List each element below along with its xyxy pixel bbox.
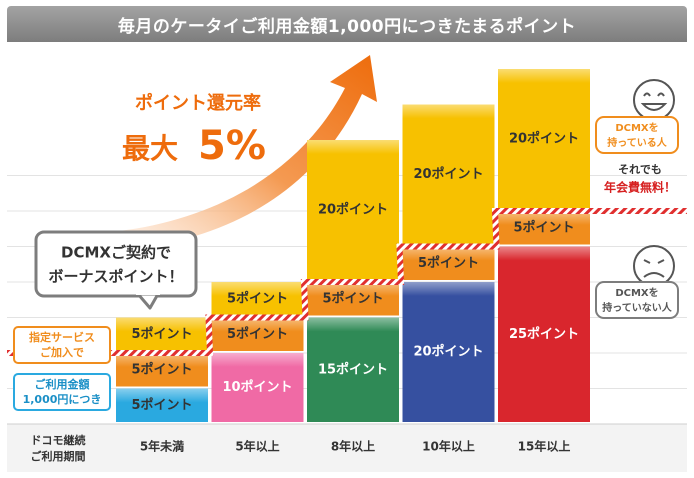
label-box-with-dcmx: [595, 116, 679, 154]
bar-highlight: [211, 353, 304, 367]
label-usage-line1: ご利用金額: [35, 377, 90, 391]
bar-value-label: 5ポイント: [131, 326, 192, 342]
happy-mouth: [640, 103, 668, 111]
bar-value-label: 5ポイント: [322, 290, 383, 306]
row-label-line2: ご利用期間: [31, 449, 86, 463]
label-box-service: [13, 326, 111, 364]
bar-segment: [402, 104, 495, 245]
bar-segment: [498, 246, 590, 422]
callout-tail-cover: [136, 290, 160, 295]
label-service-line1: 指定サービス: [29, 330, 95, 344]
sad-eyes: [643, 259, 665, 264]
x-tick-label: 15年以上: [518, 439, 571, 454]
bar-highlight: [402, 246, 495, 261]
callout-tail: [136, 292, 160, 310]
happy-eyes: [643, 92, 665, 97]
bar-highlight: [498, 211, 590, 225]
x-tick-label: 10年以上: [422, 439, 475, 454]
happy-face-icon: [633, 79, 675, 121]
bar-value-label: 5ポイント: [418, 255, 479, 271]
bar-value-label: 20ポイント: [318, 202, 388, 218]
bar-value-label: 15ポイント: [318, 361, 388, 377]
threshold-hatch: [7, 208, 687, 356]
label-box-usage: [13, 373, 111, 411]
bar-value-label: 20ポイント: [413, 344, 483, 360]
note-line2: 年会費無料！: [604, 180, 676, 195]
note-line1: それでも: [618, 163, 662, 176]
chart-title: 毎月のケータイご利用金額1,000円につきたまるポイント: [7, 6, 687, 42]
labels: 5ポイント 5ポイント 5ポイント 5年未満 10ポイント 5ポイント 5ポイント 5年以上 1…: [13, 79, 679, 463]
bar-value-label: 5ポイント: [131, 361, 192, 377]
bar-highlight: [116, 388, 208, 403]
bar-value-label: 10ポイント: [222, 379, 292, 395]
axis-band: [7, 424, 687, 472]
promo-line2-value: 5%: [198, 123, 266, 169]
callout-bubble: [34, 230, 198, 298]
bar-segment: [307, 317, 399, 422]
bar-highlight: [498, 246, 590, 261]
label-service-line2: ご加入で: [40, 345, 84, 359]
promo-line2-prefix: 最大: [122, 132, 178, 165]
dcmx-threshold-line: [7, 208, 687, 356]
bar-value-label: 20ポイント: [509, 131, 579, 147]
bar-highlight: [402, 282, 495, 296]
bar-highlight: [116, 317, 208, 332]
sad-mouth: [643, 272, 665, 278]
bar-highlight: [402, 104, 495, 119]
bar-highlight: [307, 317, 399, 332]
bar-value-label: 5ポイント: [131, 397, 192, 413]
bar-highlight: [307, 140, 399, 154]
without-line2: 持っていない人: [602, 301, 672, 314]
sad-face-icon: [633, 245, 675, 287]
label-box-without-dcmx: [595, 281, 679, 319]
bar-highlight: [307, 282, 399, 296]
x-tick-label: 5年未満: [140, 439, 184, 454]
callout-line1: DCMXご契約で: [61, 244, 171, 262]
bar-highlight: [211, 282, 304, 296]
bars: [116, 69, 590, 422]
x-tick-label: 8年以上: [331, 439, 375, 454]
row-label-line1: ドコモ継続: [31, 433, 86, 447]
callout-line2: ボーナスポイント！: [48, 268, 183, 286]
with-line1: DCMXを: [615, 122, 658, 134]
bar-value-label: 20ポイント: [413, 166, 483, 182]
bar-highlight: [116, 353, 208, 367]
x-tick-label: 5年以上: [235, 439, 279, 454]
without-line1: DCMXを: [615, 287, 658, 299]
bar-value-label: 5ポイント: [513, 219, 574, 235]
bar-highlight: [211, 317, 304, 332]
with-line2: 持っている人: [607, 136, 667, 149]
bar-segment: [307, 140, 399, 280]
label-usage-line2: 1,000円につき: [23, 393, 102, 406]
bar-highlight: [498, 69, 590, 83]
bar-value-label: 25ポイント: [509, 326, 579, 342]
bar-segment: [498, 69, 590, 209]
bar-value-label: 5ポイント: [227, 326, 288, 342]
promo-line1: ポイント還元率: [135, 92, 261, 114]
bar-value-label: 5ポイント: [227, 290, 288, 306]
bar-segment: [402, 282, 495, 422]
